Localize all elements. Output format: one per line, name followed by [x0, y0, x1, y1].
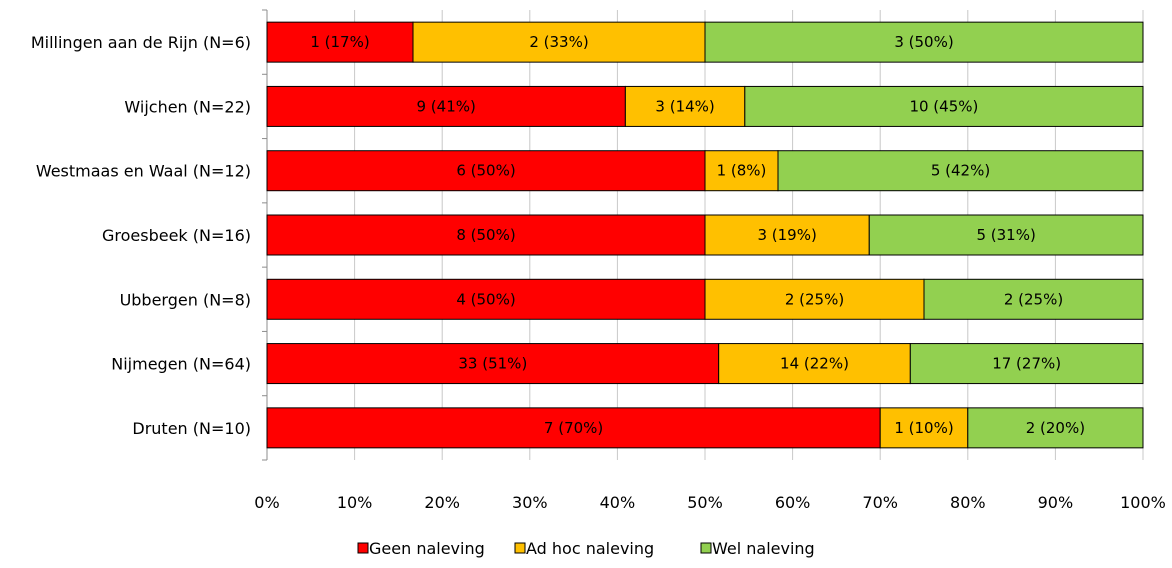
bar-segment [744, 85, 1144, 127]
category-label: Druten (N=10) [132, 419, 251, 438]
legend: Geen naleving Ad hoc naleving Wel naleving [357, 539, 815, 558]
bar-data-label: 8 (50%) [456, 226, 515, 244]
bar-data-label: 6 (50%) [456, 162, 515, 180]
x-tick-label: 60% [775, 493, 811, 512]
bar-segment [868, 214, 1144, 256]
category-label: Westmaas en Waal (N=12) [36, 162, 251, 181]
bar-data-label: 2 (25%) [785, 290, 844, 308]
bar-segment [909, 343, 1144, 385]
category-label: Ubbergen (N=8) [120, 290, 251, 309]
x-tick-label: 30% [512, 493, 548, 512]
bar-data-label: 1 (17%) [310, 33, 369, 51]
x-tick-label: 20% [424, 493, 460, 512]
bar-segment [967, 407, 1144, 449]
bar-data-label: 33 (51%) [458, 355, 527, 373]
bar-segment [704, 214, 870, 256]
bar-data-label: 1 (8%) [717, 162, 767, 180]
bar-data-label: 14 (22%) [780, 355, 849, 373]
bar-segment [879, 407, 969, 449]
x-tick-label: 0% [254, 493, 279, 512]
bar-segment [704, 150, 779, 192]
bar-data-label: 1 (10%) [894, 419, 953, 437]
legend-swatch [514, 542, 526, 554]
bar-data-label: 2 (33%) [529, 33, 588, 51]
legend-swatch [700, 542, 712, 554]
bar-data-label: 17 (27%) [992, 355, 1061, 373]
x-tick-label: 100% [1120, 493, 1166, 512]
x-tick-label: 70% [862, 493, 898, 512]
bar-data-label: 3 (19%) [757, 226, 816, 244]
x-tick-label: 50% [687, 493, 723, 512]
x-tick-label: 80% [950, 493, 986, 512]
y-axis [262, 9, 268, 461]
bar-segment [718, 343, 911, 385]
x-tick-label: 90% [1038, 493, 1074, 512]
bar-segment [266, 278, 706, 320]
bar-data-label: 2 (25%) [1004, 290, 1063, 308]
x-tick-label: 40% [600, 493, 636, 512]
bar-data-label: 2 (20%) [1026, 419, 1085, 437]
bar-data-label: 4 (50%) [456, 290, 515, 308]
bar-data-label: 5 (42%) [931, 162, 990, 180]
bar-segment [777, 150, 1144, 192]
category-label: Wijchen (N=22) [124, 97, 251, 116]
bar-data-label: 9 (41%) [417, 97, 476, 115]
bar-segment [704, 278, 925, 320]
legend-label: Ad hoc naleving [526, 539, 654, 558]
bar-data-label: 3 (14%) [655, 97, 714, 115]
legend-swatch [357, 542, 369, 554]
category-label: Groesbeek (N=16) [102, 226, 251, 245]
bar-data-label: 3 (50%) [894, 33, 953, 51]
category-label: Millingen aan de Rijn (N=6) [31, 33, 251, 52]
bar-data-label: 7 (70%) [544, 419, 603, 437]
x-axis: 0% 10% 20% 30% 40% 50% 60% 70% 80% 90% 100% [254, 493, 1166, 512]
bar-data-label: 5 (31%) [976, 226, 1035, 244]
bar-segment [266, 214, 706, 256]
legend-label: Wel naleving [712, 539, 815, 558]
bar-segment [923, 278, 1144, 320]
bar-data-label: 10 (45%) [909, 97, 978, 115]
bar-segment [266, 407, 881, 449]
category-label: Nijmegen (N=64) [111, 355, 251, 374]
x-tick-label: 10% [337, 493, 373, 512]
bars: 1 (17%) 2 (33%) 3 (50%) Millingen aan de Ri… [31, 21, 1144, 449]
legend-label: Geen naleving [369, 539, 485, 558]
bar-segment [266, 21, 414, 63]
bar-segment [704, 21, 1144, 63]
bar-segment [266, 343, 720, 385]
bar-segment [412, 21, 706, 63]
